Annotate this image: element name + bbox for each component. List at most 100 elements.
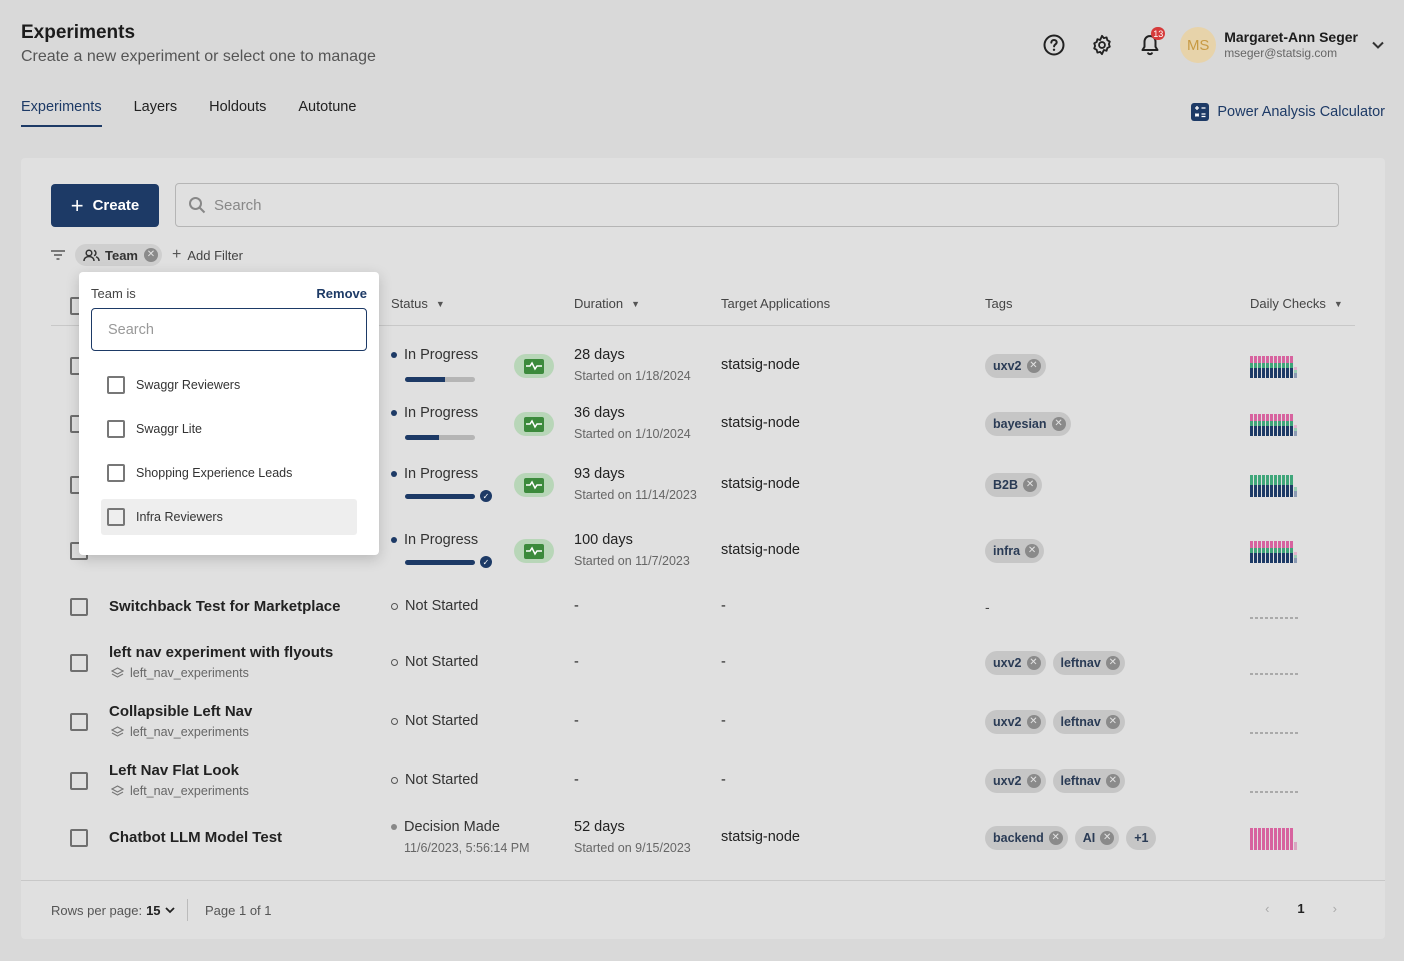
power-analysis-link[interactable]: Power Analysis Calculator (1191, 103, 1385, 121)
tag-chip[interactable]: AI ✕ (1074, 826, 1120, 850)
current-page[interactable]: 1 (1297, 901, 1305, 916)
tag-chip[interactable]: backend ✕ (985, 826, 1068, 850)
option-checkbox[interactable] (107, 420, 125, 438)
dropdown-search-input[interactable] (108, 321, 348, 338)
daily-check-bar (1274, 356, 1277, 378)
tag-chip[interactable]: uxv2 ✕ (985, 710, 1046, 734)
table-row[interactable]: Left Nav Flat Look left_nav_experiments No… (51, 754, 1355, 808)
experiment-name[interactable]: Switchback Test for Marketplace (109, 598, 341, 615)
next-page-icon[interactable]: › (1332, 901, 1337, 916)
remove-tag-icon[interactable]: ✕ (1105, 774, 1120, 788)
remove-tag-icon[interactable]: ✕ (1048, 831, 1063, 845)
daily-checks-chart[interactable] (1250, 354, 1298, 378)
tab-autotune[interactable]: Autotune (298, 99, 357, 115)
progress-bar (405, 560, 475, 565)
daily-checks-chart[interactable] (1250, 473, 1298, 497)
table-row[interactable]: In Progress ✓ 93 days Started on 11/14/2023… (51, 454, 1355, 516)
filter-icon[interactable] (51, 250, 65, 260)
team-option[interactable]: Infra Reviewers (101, 499, 357, 535)
experiment-name[interactable]: Collapsible Left Nav (109, 703, 253, 720)
remove-tag-icon[interactable]: ✕ (1026, 656, 1041, 670)
row-checkbox[interactable] (70, 598, 88, 616)
remove-filter-button[interactable]: Remove (316, 286, 367, 301)
sort-caret-icon: ▼ (435, 298, 445, 309)
pulse-metrics-button[interactable] (514, 354, 554, 378)
option-checkbox[interactable] (107, 508, 125, 526)
team-option[interactable]: Swaggr Reviewers (101, 367, 357, 403)
settings-button[interactable] (1078, 26, 1126, 64)
search-input[interactable] (214, 196, 1314, 214)
remove-tag-icon[interactable]: ✕ (1105, 656, 1120, 670)
notifications-button[interactable]: 13 (1126, 26, 1174, 64)
tag-list: - (985, 595, 990, 619)
tag-chip[interactable]: leftnav ✕ (1052, 651, 1125, 675)
help-button[interactable] (1030, 26, 1078, 64)
daily-checks-chart[interactable] (1250, 412, 1298, 436)
table-row[interactable]: Chatbot LLM Model Test Decision Made 11/6/… (51, 810, 1355, 866)
daily-check-bar (1270, 475, 1273, 497)
team-option[interactable]: Swaggr Lite (101, 411, 357, 447)
tag-label: backend (993, 831, 1044, 845)
tag-chip[interactable]: uxv2 ✕ (985, 354, 1046, 378)
row-checkbox[interactable] (70, 654, 88, 672)
layer-label[interactable]: left_nav_experiments (111, 725, 249, 739)
table-row[interactable]: Collapsible Left Nav left_nav_experiments… (51, 695, 1355, 749)
remove-tag-icon[interactable]: ✕ (1026, 359, 1041, 373)
table-row[interactable]: In Progress 28 days Started on 1/18/2024 st… (51, 338, 1355, 394)
option-checkbox[interactable] (107, 464, 125, 482)
status-dot (391, 537, 397, 543)
remove-tag-icon[interactable]: ✕ (1026, 774, 1041, 788)
prev-page-icon[interactable]: ‹ (1265, 901, 1270, 916)
table-row[interactable]: left nav experiment with flyouts left_nav… (51, 636, 1355, 690)
remove-tag-icon[interactable]: ✕ (1100, 831, 1115, 845)
more-tags-chip[interactable]: +1 (1126, 826, 1157, 850)
daily-check-bar (1290, 356, 1293, 378)
tab-holdouts[interactable]: Holdouts (209, 99, 267, 115)
tag-chip[interactable]: infra ✕ (985, 539, 1045, 563)
dropdown-search-box[interactable] (91, 308, 367, 351)
start-date: Started on 11/7/2023 (574, 554, 690, 568)
table-row[interactable]: In Progress 36 days Started on 1/10/2024 st… (51, 396, 1355, 452)
add-filter-button[interactable]: + Add Filter (172, 246, 243, 264)
tab-layers[interactable]: Layers (133, 99, 178, 115)
tab-experiments[interactable]: Experiments (21, 99, 102, 127)
user-menu[interactable]: MS Margaret-Ann Seger mseger@statsig.com (1180, 27, 1384, 63)
row-checkbox[interactable] (70, 829, 88, 847)
column-header-daily-checks[interactable]: Daily Checks ▼ (1250, 296, 1343, 311)
pulse-metrics-button[interactable] (514, 539, 554, 563)
option-checkbox[interactable] (107, 376, 125, 394)
avatar: MS (1180, 27, 1217, 63)
table-row[interactable]: Switchback Test for Marketplace Not Start… (51, 584, 1355, 630)
remove-tag-icon[interactable]: ✕ (1025, 544, 1040, 558)
pulse-metrics-button[interactable] (514, 412, 554, 436)
chevron-down-icon[interactable] (164, 907, 175, 914)
tag-chip[interactable]: leftnav ✕ (1052, 710, 1125, 734)
tag-chip[interactable]: bayesian ✕ (985, 412, 1071, 436)
row-checkbox[interactable] (70, 713, 88, 731)
experiment-name[interactable]: Chatbot LLM Model Test (109, 829, 283, 846)
experiment-name[interactable]: Left Nav Flat Look (109, 762, 240, 779)
remove-tag-icon[interactable]: ✕ (1051, 417, 1066, 431)
rows-per-page-select[interactable]: 15 (146, 903, 161, 918)
team-option[interactable]: Shopping Experience Leads (101, 455, 357, 491)
layer-label[interactable]: left_nav_experiments (111, 666, 249, 680)
pulse-metrics-button[interactable] (514, 473, 554, 497)
remove-filter-icon[interactable]: ✕ (144, 248, 158, 262)
remove-tag-icon[interactable]: ✕ (1105, 715, 1120, 729)
tag-chip[interactable]: uxv2 ✕ (985, 651, 1046, 675)
remove-tag-icon[interactable]: ✕ (1026, 715, 1041, 729)
daily-checks-chart[interactable] (1250, 826, 1298, 850)
tag-chip[interactable]: uxv2 ✕ (985, 769, 1046, 793)
row-checkbox[interactable] (70, 772, 88, 790)
column-header-status[interactable]: Status ▼ (391, 296, 445, 311)
column-header-duration[interactable]: Duration ▼ (574, 296, 640, 311)
layer-label[interactable]: left_nav_experiments (111, 784, 249, 798)
tag-chip[interactable]: leftnav ✕ (1052, 769, 1125, 793)
remove-tag-icon[interactable]: ✕ (1023, 478, 1038, 492)
experiment-name[interactable]: left nav experiment with flyouts (109, 644, 334, 661)
team-filter-chip[interactable]: Team ✕ (75, 244, 162, 266)
create-button[interactable]: + Create (51, 184, 159, 227)
tag-chip[interactable]: B2B ✕ (985, 473, 1043, 497)
daily-checks-chart[interactable] (1250, 539, 1298, 563)
search-box[interactable] (175, 183, 1339, 227)
